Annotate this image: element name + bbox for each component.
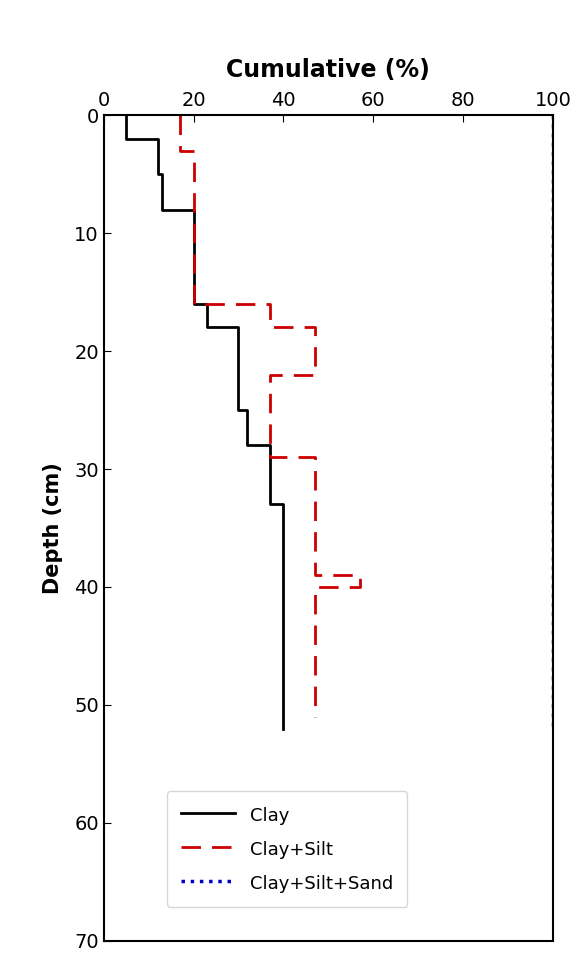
X-axis label: Cumulative (%): Cumulative (%): [226, 59, 430, 83]
Legend: Clay, Clay+Silt, Clay+Silt+Sand: Clay, Clay+Silt, Clay+Silt+Sand: [166, 791, 407, 907]
Y-axis label: Depth (cm): Depth (cm): [43, 462, 63, 594]
